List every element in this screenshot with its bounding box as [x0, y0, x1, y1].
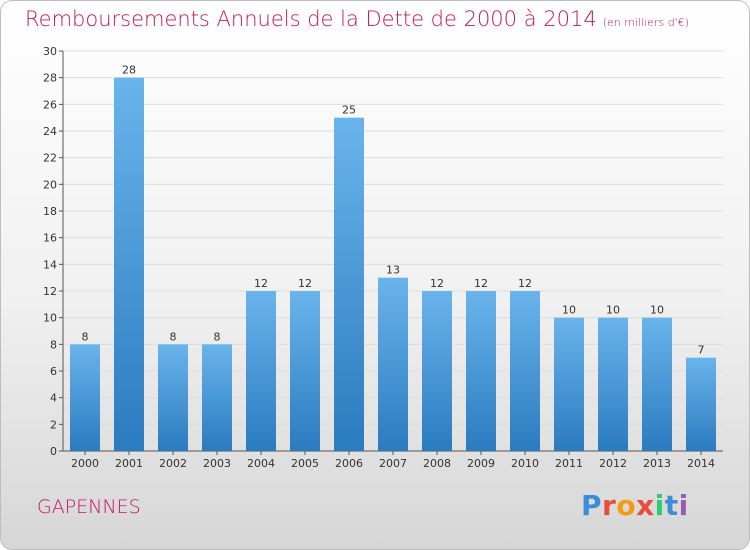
chart-title-text: Remboursements Annuels de la Dette de 20…	[25, 7, 597, 31]
x-tick-label-2006: 2006	[335, 457, 363, 470]
data-label-2014: 7	[698, 344, 705, 357]
y-tick-label: 2	[50, 418, 57, 431]
data-label-2000: 8	[82, 330, 89, 343]
y-tick-label: 8	[50, 338, 57, 351]
bar-2003	[202, 344, 232, 451]
x-tick-label-2005: 2005	[291, 457, 319, 470]
logo-letter: i	[678, 489, 689, 522]
chart-title: Remboursements Annuels de la Dette de 20…	[25, 7, 689, 31]
labels: 0246810121416182022242628308200028200182…	[43, 45, 715, 470]
y-tick-label: 0	[50, 445, 57, 458]
bar-2005	[290, 291, 320, 451]
y-tick-label: 12	[43, 285, 57, 298]
logo-letter: P	[581, 489, 603, 522]
data-label-2005: 12	[298, 277, 312, 290]
data-label-2007: 13	[386, 264, 400, 277]
x-tick-label-2007: 2007	[379, 457, 407, 470]
data-label-2010: 12	[518, 277, 532, 290]
bar-2002	[158, 344, 188, 451]
data-label-2001: 28	[122, 64, 136, 77]
y-tick-label: 30	[43, 45, 57, 58]
data-label-2003: 8	[214, 330, 221, 343]
bars	[70, 77, 716, 452]
x-tick-label-2002: 2002	[159, 457, 187, 470]
logo-letter: x	[636, 489, 655, 522]
y-tick-label: 6	[50, 365, 57, 378]
logo-letter: t	[664, 489, 679, 522]
commune-name: GAPENNES	[37, 496, 141, 518]
bar-2006	[334, 117, 364, 452]
bar-2013	[642, 317, 672, 451]
y-tick-label: 22	[43, 152, 57, 165]
data-label-2006: 25	[342, 104, 356, 117]
data-label-2013: 10	[650, 304, 664, 317]
bar-2011	[554, 317, 584, 451]
y-tick-label: 4	[50, 392, 57, 405]
bar-2009	[466, 291, 496, 451]
y-tick-label: 28	[43, 72, 57, 85]
x-tick-label-2000: 2000	[71, 457, 99, 470]
bar-2000	[70, 344, 100, 451]
x-tick-label-2012: 2012	[599, 457, 627, 470]
bar-2012	[598, 317, 628, 451]
y-tick-label: 14	[43, 258, 57, 271]
y-tick-label: 10	[43, 312, 57, 325]
logo-letter: i	[654, 489, 665, 522]
chart-unit: (en milliers d'€)	[602, 16, 689, 29]
proxiti-logo: Proxiti	[581, 489, 689, 522]
logo-letter: o	[616, 489, 637, 522]
x-tick-label-2014: 2014	[687, 457, 715, 470]
y-tick-label: 24	[43, 125, 57, 138]
x-tick-label-2013: 2013	[643, 457, 671, 470]
bar-2007	[378, 277, 408, 451]
bar-2004	[246, 291, 276, 451]
x-tick-label-2009: 2009	[467, 457, 495, 470]
bar-2008	[422, 291, 452, 451]
x-tick-label-2003: 2003	[203, 457, 231, 470]
logo-letter: r	[602, 489, 617, 522]
data-label-2004: 12	[254, 277, 268, 290]
x-tick-label-2010: 2010	[511, 457, 539, 470]
x-tick-label-2004: 2004	[247, 457, 275, 470]
y-tick-label: 18	[43, 205, 57, 218]
data-label-2008: 12	[430, 277, 444, 290]
data-label-2011: 10	[562, 304, 576, 317]
x-tick-label-2001: 2001	[115, 457, 143, 470]
bar-2014	[686, 357, 716, 451]
y-tick-label: 26	[43, 98, 57, 111]
y-tick-label: 20	[43, 178, 57, 191]
data-label-2012: 10	[606, 304, 620, 317]
data-label-2002: 8	[170, 330, 177, 343]
y-tick-label: 16	[43, 232, 57, 245]
data-label-2009: 12	[474, 277, 488, 290]
bar-2001	[114, 77, 144, 452]
x-tick-label-2008: 2008	[423, 457, 451, 470]
bar-2010	[510, 291, 540, 451]
x-tick-label-2011: 2011	[555, 457, 583, 470]
